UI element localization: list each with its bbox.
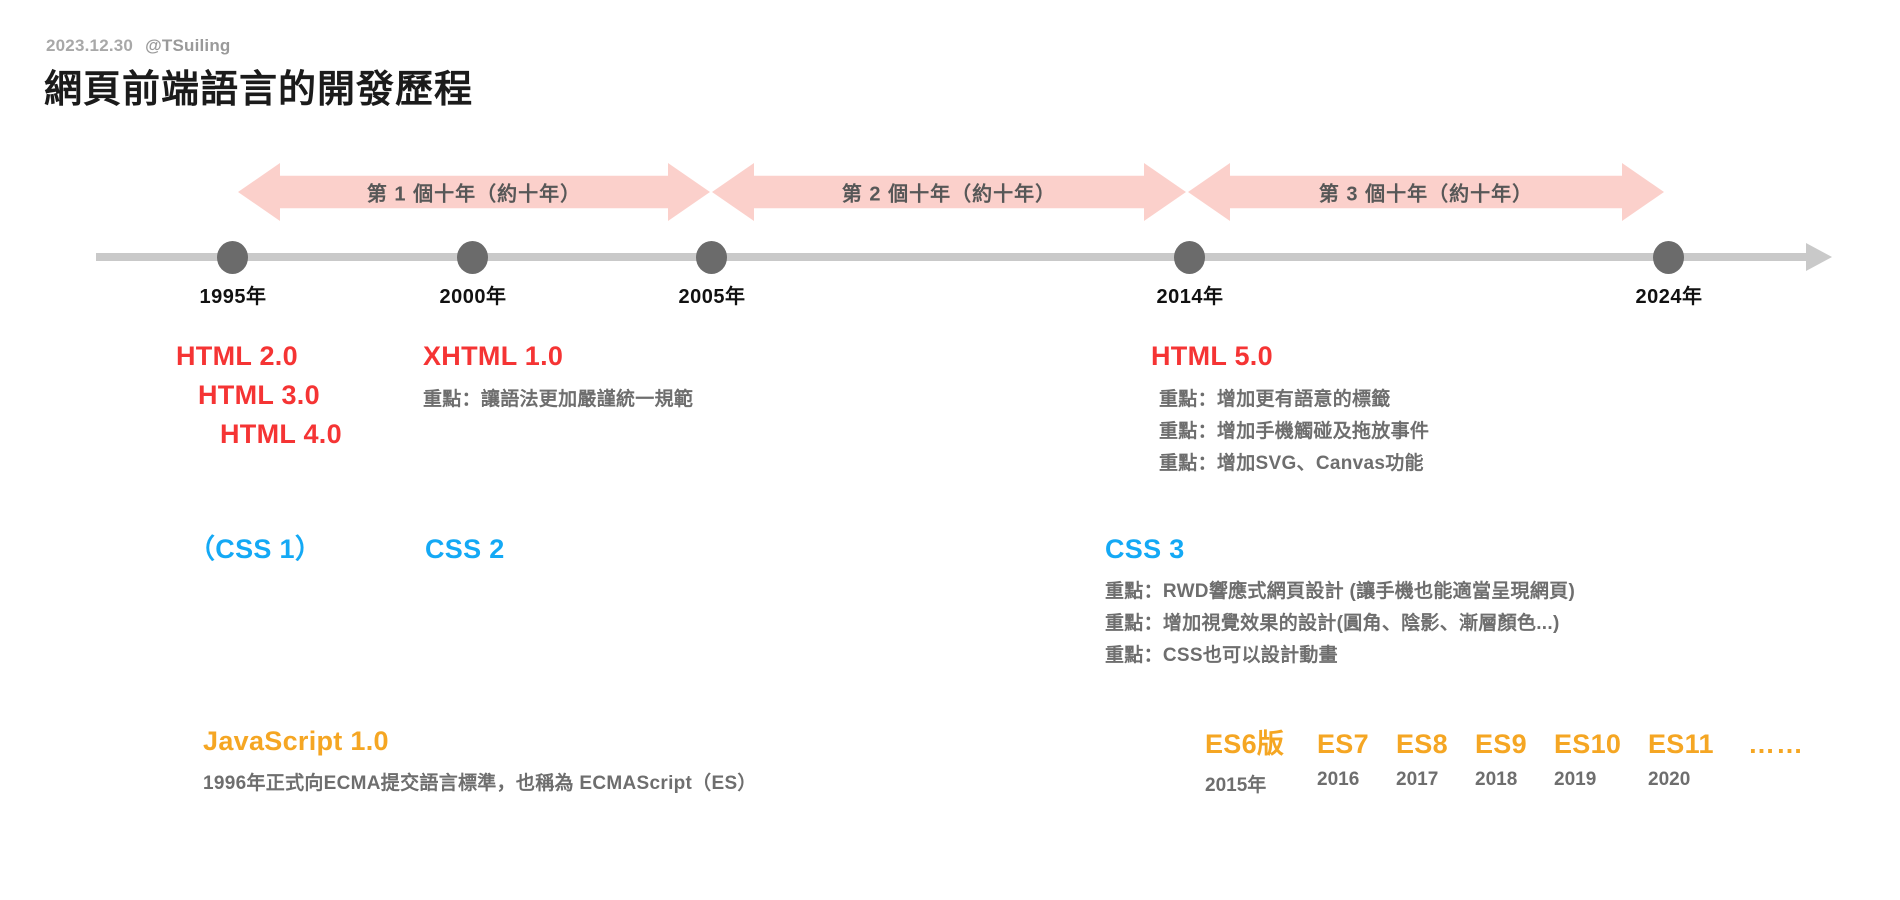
css2-block: CSS 2 [425, 530, 505, 569]
es-versions-block: ES6版 2015年 ES7 2016 ES8 2017 ES9 2018 ES… [1205, 722, 1804, 797]
javascript1-note: 1996年正式向ECMA提交語言標準，也稱為 ECMAScript（ES） [203, 773, 757, 795]
html5-note-1: 重點：增加更有語意的標籤 [1159, 389, 1391, 411]
css3-title: CSS 3 [1105, 534, 1185, 564]
es-versions-row: ES6版 2015年 ES7 2016 ES8 2017 ES9 2018 ES… [1205, 722, 1804, 797]
decade-arrow-1-label: 第 1 個十年（約十年） [366, 183, 582, 206]
timeline-tick-label: 2005年 [678, 286, 746, 308]
css1-title: （CSS 1） [188, 534, 323, 564]
es-continuation-ellipsis: …… [1748, 729, 1804, 759]
html-version-3: HTML 3.0 [198, 380, 320, 411]
xhtml-note: 重點：讓語法更加嚴謹統一規範 [423, 389, 694, 411]
es-version-name: ES8 [1396, 729, 1448, 759]
css3-note-2: 重點：增加視覺效果的設計(圓角、陰影、漸層顏色...) [1105, 613, 1560, 635]
css1-block: （CSS 1） [188, 530, 322, 569]
es-item: ES6版 2015年 [1205, 722, 1317, 797]
timeline-dot-icon [1653, 241, 1684, 274]
author-handle: @TSuiling [145, 36, 231, 55]
javascript1-block: JavaScript 1.0 1996年正式向ECMA提交語言標準，也稱為 EC… [203, 722, 757, 800]
timeline-dot-icon [217, 241, 248, 274]
es-item: ES11 2020 [1648, 729, 1748, 791]
es-version-year: 2017 [1396, 769, 1439, 790]
html5-note-3: 重點：增加SVG、Canvas功能 [1159, 452, 1424, 474]
timeline-tick-label: 2000年 [439, 286, 507, 308]
timeline-dot-icon [696, 241, 727, 274]
css2-title: CSS 2 [425, 534, 505, 564]
es-item: ES8 2017 [1396, 729, 1475, 791]
timeline-tick-label: 2014年 [1156, 286, 1224, 308]
xhtml-title: XHTML 1.0 [423, 341, 564, 371]
es-version-year: 2015年 [1205, 775, 1267, 796]
timeline-axis-arrowhead-icon [1806, 243, 1832, 271]
es-version-name: ES10 [1554, 729, 1622, 759]
javascript1-title: JavaScript 1.0 [203, 726, 389, 756]
html5-note-2: 重點：增加手機觸碰及拖放事件 [1159, 421, 1430, 443]
es-item: ES7 2016 [1317, 729, 1396, 791]
es-version-year: 2016 [1317, 769, 1360, 790]
css3-note-1: 重點：RWD響應式網頁設計 (讓手機也能適當呈現網頁) [1105, 581, 1576, 603]
es-version-year: 2020 [1648, 769, 1691, 790]
es-version-year: 2019 [1554, 769, 1597, 790]
es-version-year: 2018 [1475, 769, 1518, 790]
timeline-dot-icon [457, 241, 488, 274]
page-title: 網頁前端語言的開發歷程 [44, 69, 474, 111]
css3-block: CSS 3 重點：RWD響應式網頁設計 (讓手機也能適當呈現網頁) 重點：增加視… [1105, 530, 1575, 672]
xhtml-block: XHTML 1.0 重點：讓語法更加嚴謹統一規範 [423, 337, 693, 416]
decade-arrow-3: 第 3 個十年（約十年） [1188, 163, 1664, 221]
es-version-name: ES11 [1648, 729, 1714, 759]
timeline-axis-line [96, 253, 1810, 261]
timeline-tick-label: 2024年 [1635, 286, 1703, 308]
date-label: 2023.12.30 [46, 36, 134, 55]
es-version-name: ES6版 [1205, 729, 1285, 759]
decade-arrow-3-label: 第 3 個十年（約十年） [1318, 183, 1534, 206]
html-version-4: HTML 4.0 [220, 419, 342, 450]
es-version-name: ES9 [1475, 729, 1527, 759]
css3-note-3: 重點：CSS也可以設計動畫 [1105, 644, 1338, 666]
es-version-name: ES7 [1317, 729, 1369, 759]
html5-block: HTML 5.0 重點：增加更有語意的標籤 重點：增加手機觸碰及拖放事件 重點：… [1151, 337, 1429, 480]
es-item: ES10 2019 [1554, 729, 1648, 791]
decade-arrow-2-label: 第 2 個十年（約十年） [841, 183, 1057, 206]
decade-arrow-1: 第 1 個十年（約十年） [238, 163, 710, 221]
timeline-tick-label: 1995年 [199, 286, 267, 308]
decade-band-group: 第 1 個十年（約十年） 第 2 個十年（約十年） 第 3 個十年（約十年） [0, 163, 1900, 221]
html-early-versions-block: HTML 2.0 HTML 3.0 HTML 4.0 [176, 337, 342, 454]
html5-title: HTML 5.0 [1151, 341, 1273, 371]
es-item: ES9 2018 [1475, 729, 1554, 791]
timeline-dot-icon [1174, 241, 1205, 274]
html-version-2: HTML 2.0 [176, 341, 298, 371]
meta-line: 2023.12.30 @TSuiling [46, 36, 231, 56]
decade-arrow-2: 第 2 個十年（約十年） [712, 163, 1186, 221]
